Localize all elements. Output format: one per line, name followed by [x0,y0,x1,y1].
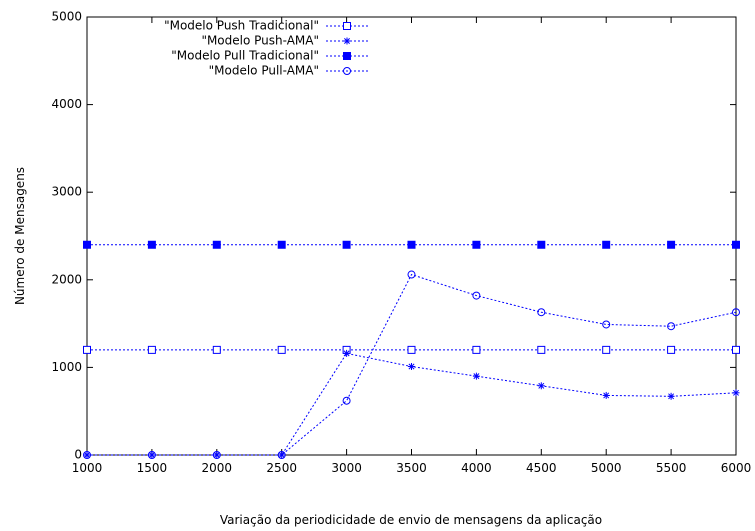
data-point [277,451,286,459]
data-point [407,240,416,249]
legend-label: "Modelo Push-AMA" [201,34,319,48]
data-point [83,451,91,459]
x-tick-label: 6000 [721,461,752,475]
data-point [732,240,740,249]
data-point-stroke [343,350,350,357]
data-point [667,322,676,331]
series-2 [83,240,740,249]
data-point [407,270,416,279]
series-layer [83,240,740,459]
data-point [408,363,415,371]
x-tick-label: 3000 [331,461,362,475]
y-tick-label: 0 [74,448,82,462]
data-point [537,240,546,249]
data-point-stroke [668,393,675,400]
data-point-stroke [733,389,739,396]
y-tick-label: 2000 [51,272,82,286]
data-point [147,240,156,249]
legend-label: "Modelo Pull-AMA" [209,64,319,78]
data-point [83,240,91,249]
data-point [343,52,351,60]
data-point [537,308,546,317]
series-line [87,273,737,456]
y-axis: 0 1000 2000 3000 4000 5000 [51,10,736,462]
series-1 [83,349,740,459]
data-point [147,345,156,354]
data-point [602,320,611,329]
data-point [342,396,351,405]
y-axis-label: Número de Mensagens [13,167,27,305]
data-point [732,389,740,397]
x-tick-label: 2500 [266,461,297,475]
data-point [343,37,351,45]
x-tick-label: 1500 [137,461,168,475]
x-tick-label: 1000 [72,461,103,475]
data-point [472,240,481,249]
data-point [732,308,740,317]
x-tick-label: 2000 [202,461,233,475]
data-point [602,391,610,399]
x-tick-label: 4500 [526,461,557,475]
data-point [277,240,286,249]
data-point [83,345,91,354]
data-point [537,345,546,354]
x-tick-label: 4000 [461,461,492,475]
data-point [147,451,156,459]
data-point [343,349,351,357]
legend-label: "Modelo Pull Tradicional" [171,49,319,63]
x-axis-label: Variação da periodicidade de envio de me… [220,513,602,527]
data-point [602,345,611,354]
data-point [667,392,675,400]
plot-frame [86,16,737,456]
x-tick-label: 3500 [396,461,427,475]
data-point [342,240,351,249]
series-3 [83,270,740,459]
y-tick-label: 4000 [51,97,82,111]
y-tick-label: 5000 [51,10,82,24]
x-axis: 1000 1500 2000 2500 3000 3500 4000 4500 5000 5500… [72,17,752,475]
data-point [472,345,481,354]
data-point [472,291,481,300]
x-tick-label: 5000 [591,461,622,475]
data-point [537,382,545,390]
y-tick-label: 3000 [51,185,82,199]
data-point [472,372,480,380]
data-point-stroke [344,38,350,44]
data-point [212,451,221,459]
data-point [667,240,676,249]
data-point [602,240,611,249]
legend: "Modelo Push Tradicional""Modelo Push-AM… [164,19,368,78]
series-0 [83,345,740,354]
data-point-stroke [538,382,545,389]
legend-label: "Modelo Push Tradicional" [164,19,319,33]
data-point [343,67,351,75]
data-point [212,240,221,249]
x-tick-label: 5500 [656,461,687,475]
data-point-stroke [603,392,610,399]
data-point [212,345,221,354]
y-tick-label: 1000 [51,360,82,374]
data-point [277,345,286,354]
data-point [667,345,676,354]
data-point-stroke [408,363,415,370]
data-point [732,345,740,354]
data-point [343,22,351,30]
data-point [407,345,416,354]
data-point-stroke [473,373,480,380]
